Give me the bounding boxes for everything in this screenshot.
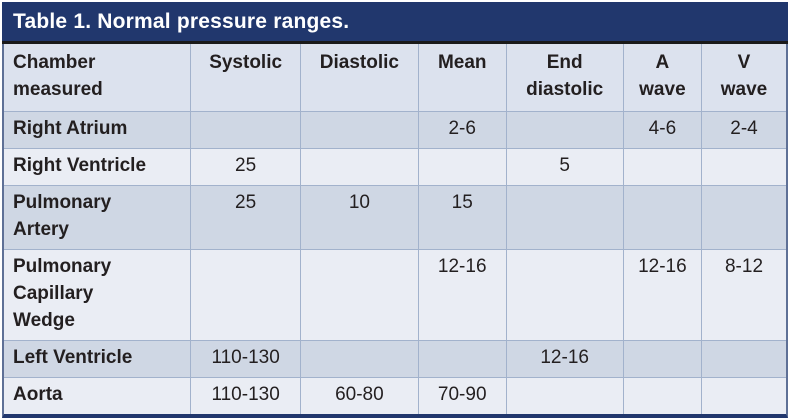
value-cell	[299, 249, 419, 341]
chamber-label: Aorta	[4, 377, 191, 414]
value-cell	[299, 340, 419, 378]
value-cell	[299, 148, 419, 186]
value-cell	[505, 249, 624, 341]
value-cell: 15	[417, 185, 507, 250]
table-row-pulmonary-capillary-wedge: Pulmonary Capillary Wedge 12-16 12-16 8-…	[4, 249, 786, 341]
value-cell	[505, 185, 624, 250]
value-cell: 2-4	[701, 111, 786, 149]
value-cell: 8-12	[701, 249, 786, 341]
table-row-pulmonary-artery: Pulmonary Artery 25 10 15	[4, 185, 786, 250]
column-header-systolic: Systolic	[190, 44, 301, 112]
table-row-aorta: Aorta 110-130 60-80 70-90	[4, 377, 786, 414]
column-header-mean: Mean	[417, 44, 507, 112]
column-header-diastolic: Diastolic	[299, 44, 419, 112]
value-cell	[505, 377, 624, 414]
table-header-row: Chamber measured Systolic Diastolic Mean…	[4, 44, 786, 112]
value-cell	[622, 340, 702, 378]
value-cell	[299, 111, 419, 149]
value-cell: 2-6	[417, 111, 507, 149]
chamber-label: Pulmonary Artery	[4, 185, 191, 250]
table-title: Table 1. Normal pressure ranges.	[2, 2, 788, 44]
chamber-label: Right Atrium	[4, 111, 191, 149]
value-cell: 10	[299, 185, 419, 250]
column-header-a-wave: A wave	[622, 44, 702, 112]
value-cell	[622, 185, 702, 250]
value-cell	[190, 249, 301, 341]
value-cell	[622, 377, 702, 414]
value-cell	[190, 111, 301, 149]
value-cell: 110-130	[190, 340, 301, 378]
value-cell: 110-130	[190, 377, 301, 414]
value-cell: 60-80	[299, 377, 419, 414]
column-header-end-diastolic: End diastolic	[505, 44, 624, 112]
value-cell	[417, 148, 507, 186]
pressure-table: Chamber measured Systolic Diastolic Mean…	[4, 44, 786, 414]
value-cell	[505, 111, 624, 149]
column-header-chamber-measured: Chamber measured	[4, 44, 191, 112]
table-row-left-ventricle: Left Ventricle 110-130 12-16	[4, 340, 786, 378]
chamber-label: Right Ventricle	[4, 148, 191, 186]
value-cell: 25	[190, 148, 301, 186]
column-header-v-wave: V wave	[701, 44, 786, 112]
value-cell: 4-6	[622, 111, 702, 149]
value-cell	[701, 148, 786, 186]
value-cell: 5	[505, 148, 624, 186]
chamber-label: Pulmonary Capillary Wedge	[4, 249, 191, 341]
value-cell	[701, 340, 786, 378]
value-cell	[701, 185, 786, 250]
value-cell: 12-16	[622, 249, 702, 341]
chamber-label: Left Ventricle	[4, 340, 191, 378]
table-row-right-atrium: Right Atrium 2-6 4-6 2-4	[4, 111, 786, 149]
value-cell: 25	[190, 185, 301, 250]
value-cell: 12-16	[417, 249, 507, 341]
value-cell: 70-90	[417, 377, 507, 414]
value-cell	[622, 148, 702, 186]
table-row-right-ventricle: Right Ventricle 25 5	[4, 148, 786, 186]
value-cell	[417, 340, 507, 378]
value-cell	[701, 377, 786, 414]
value-cell: 12-16	[505, 340, 624, 378]
